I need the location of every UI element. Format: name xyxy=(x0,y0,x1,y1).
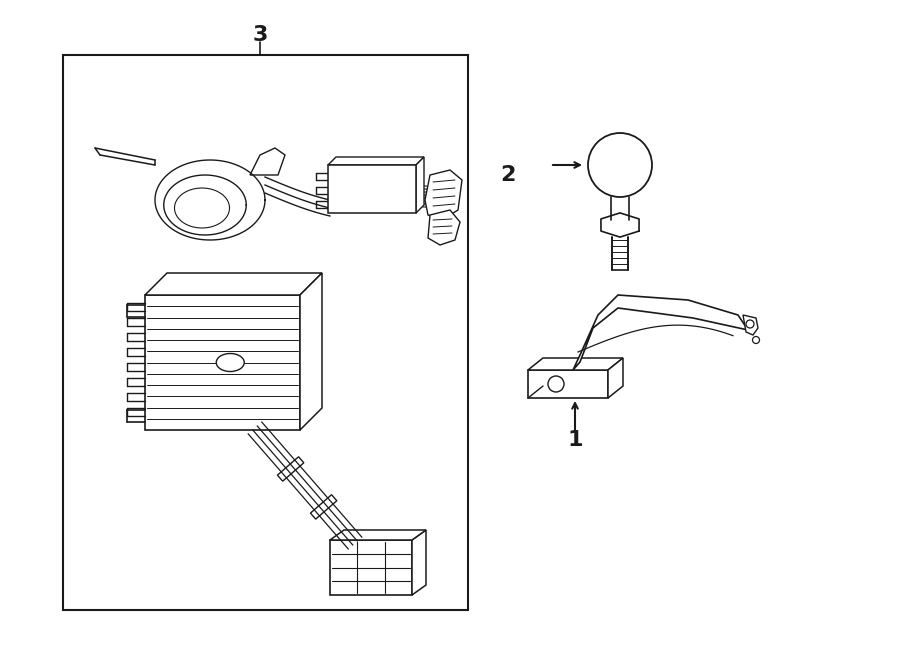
Polygon shape xyxy=(330,530,426,540)
Polygon shape xyxy=(528,358,623,370)
Polygon shape xyxy=(416,157,424,213)
Polygon shape xyxy=(328,157,424,165)
Circle shape xyxy=(588,133,652,197)
Circle shape xyxy=(746,320,754,328)
Bar xyxy=(63,55,468,610)
Polygon shape xyxy=(250,148,285,175)
Polygon shape xyxy=(743,315,758,335)
Text: 2: 2 xyxy=(500,165,516,185)
Polygon shape xyxy=(412,530,426,595)
Polygon shape xyxy=(528,370,608,398)
Polygon shape xyxy=(573,295,748,370)
Circle shape xyxy=(752,336,760,344)
Text: 3: 3 xyxy=(252,25,267,45)
Text: 1: 1 xyxy=(567,430,583,450)
Ellipse shape xyxy=(216,354,244,371)
Circle shape xyxy=(548,376,564,392)
Polygon shape xyxy=(608,358,623,398)
Polygon shape xyxy=(330,540,412,595)
Polygon shape xyxy=(300,273,322,430)
Bar xyxy=(328,165,416,213)
Polygon shape xyxy=(310,494,337,519)
Polygon shape xyxy=(277,457,304,481)
Polygon shape xyxy=(428,210,460,245)
Polygon shape xyxy=(425,170,462,220)
Polygon shape xyxy=(145,295,300,430)
Polygon shape xyxy=(145,273,322,295)
